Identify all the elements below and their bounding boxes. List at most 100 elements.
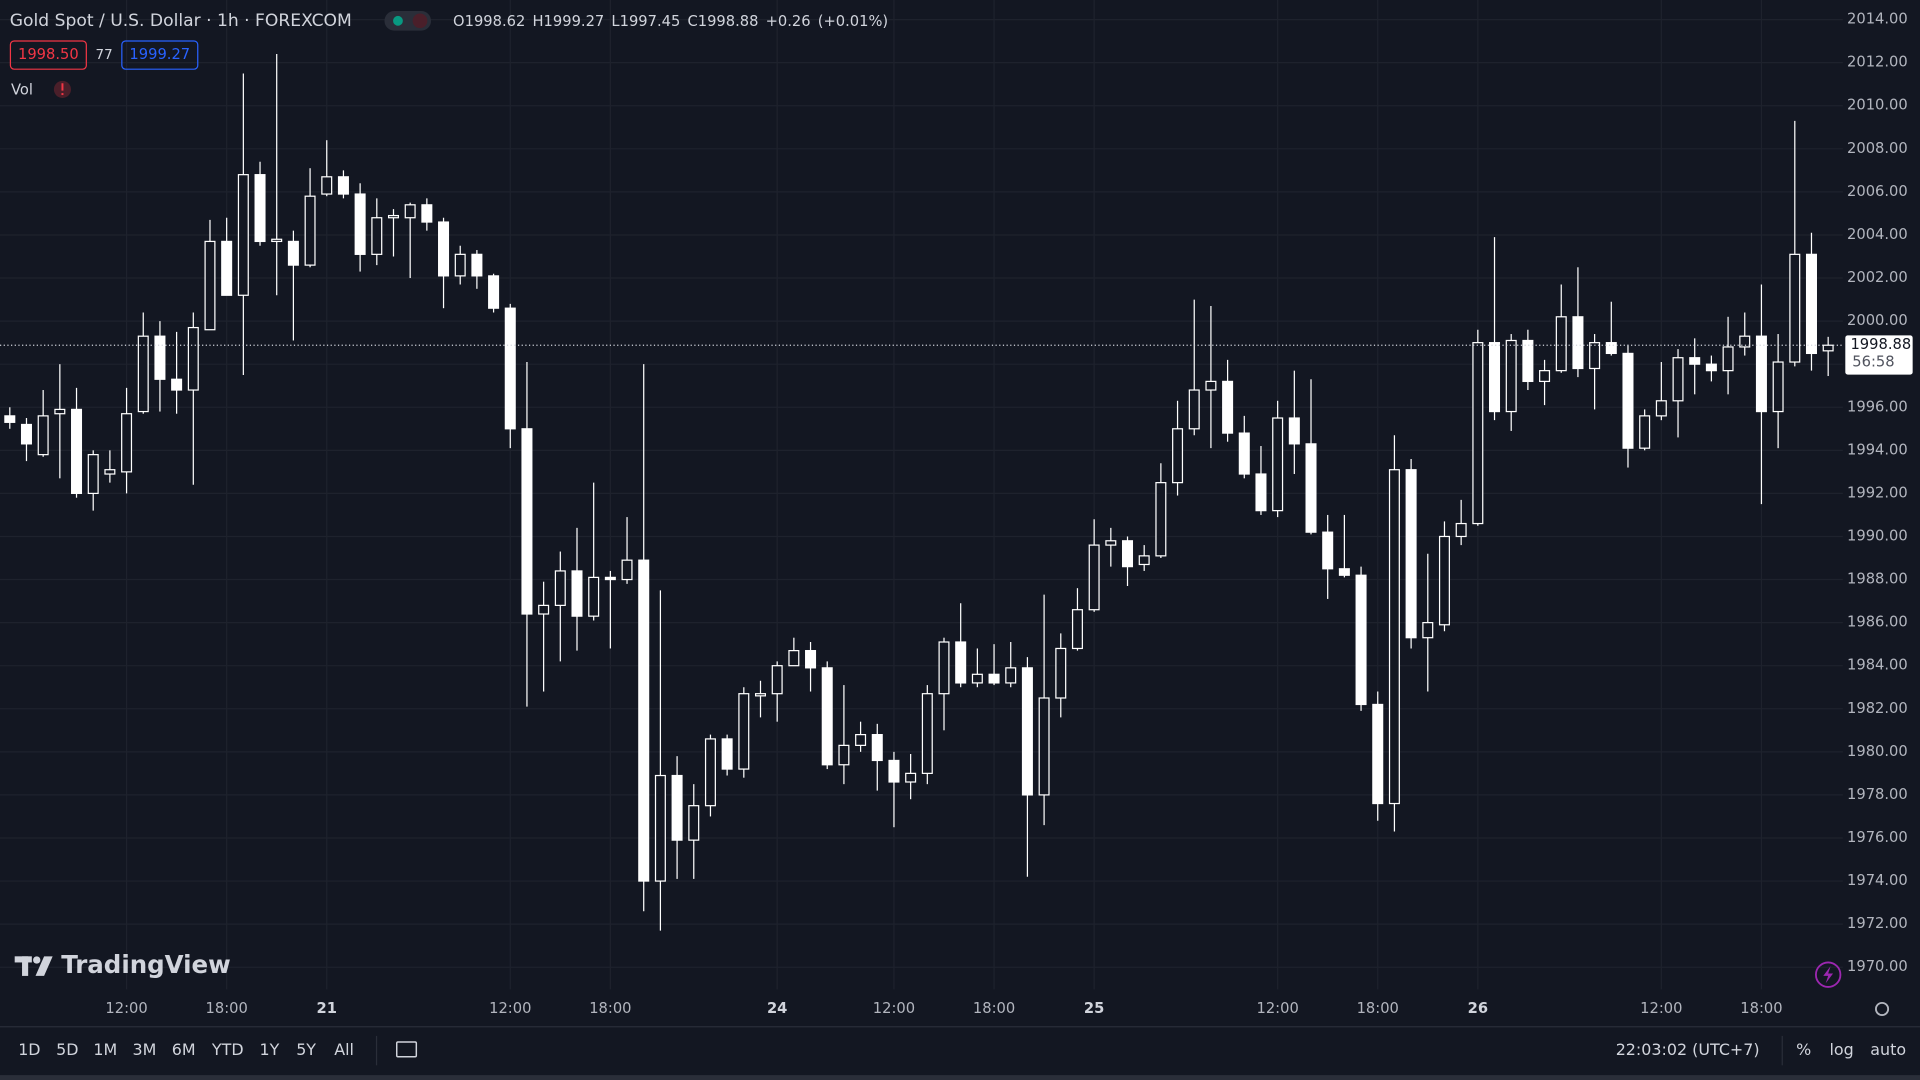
candle-body-down (4, 415, 16, 423)
change-percent: (+0.01%) (818, 13, 888, 30)
candle-body-down (488, 275, 500, 309)
candle-body-down (1605, 342, 1617, 355)
range-button[interactable]: 5Y (296, 1040, 316, 1059)
candle-body-up (938, 641, 950, 695)
x-tick-label: 12:00 (1640, 1000, 1682, 1017)
ask-price[interactable]: 1999.27 (129, 46, 190, 63)
candle-body-up (1789, 253, 1801, 363)
candle-body-up (921, 693, 933, 774)
lightning-button[interactable] (1815, 961, 1842, 988)
candle-body-up (688, 805, 700, 841)
candle-body-up (1722, 346, 1734, 372)
ohlc-label: L (611, 13, 620, 30)
bid-price[interactable]: 1998.50 (18, 46, 79, 63)
y-tick-label: 1990.00 (1847, 527, 1908, 544)
candle-body-up (1038, 697, 1050, 796)
candle-body-down (638, 559, 650, 882)
candle-body-up (1822, 344, 1834, 352)
candle-body-up (1388, 469, 1400, 805)
candle-body-up (738, 693, 750, 770)
data-status-icon (412, 13, 428, 29)
candle-body-down (604, 576, 616, 581)
candle-body-down (1805, 253, 1817, 355)
x-tick-label: 25 (1084, 1000, 1104, 1017)
symbol-title[interactable]: Gold Spot / U.S. Dollar · 1h · FOREXCOM (10, 11, 352, 31)
candle-body-down (1222, 380, 1234, 434)
date-range-button[interactable] (396, 1041, 418, 1058)
overlay: 1970.00 1972.00 1974.00 1976.00 1978.00 1980.… (0, 11, 1913, 1017)
last-price-label: 1998.88 (1850, 336, 1911, 353)
candle-body-up (1172, 428, 1184, 484)
logo-text[interactable]: TradingView (61, 950, 231, 979)
candle-body-down (521, 428, 533, 615)
scale-option[interactable]: % (1796, 1040, 1811, 1059)
candle-body-down (805, 650, 817, 669)
candle-body-down (721, 738, 733, 770)
candle-body-up (654, 774, 666, 882)
x-tick-label: 18:00 (1740, 1000, 1782, 1017)
ohlc-label: C (687, 13, 697, 30)
range-button[interactable]: 1Y (259, 1040, 279, 1059)
candle-body-up (1272, 417, 1284, 512)
candle-body-down (671, 774, 683, 841)
candle-body-down (955, 641, 967, 684)
candle-body-up (1739, 335, 1751, 348)
candle-body-down (988, 673, 1000, 684)
range-button[interactable]: YTD (211, 1040, 244, 1059)
candle-body-up (1655, 400, 1667, 417)
y-tick-label: 1976.00 (1847, 829, 1908, 846)
candle-body-down (438, 221, 450, 277)
candle-body-up (1105, 540, 1117, 546)
y-tick-label: 1974.00 (1847, 872, 1908, 889)
buy-button[interactable] (121, 40, 199, 70)
range-button[interactable]: 6M (172, 1040, 196, 1059)
candle-body-down (1622, 352, 1634, 449)
scale-option[interactable]: log (1830, 1040, 1854, 1059)
candle-body-up (1188, 389, 1200, 430)
range-button[interactable]: 1M (93, 1040, 117, 1059)
candle-body-up (1555, 316, 1567, 372)
candle-body-down (1338, 568, 1350, 576)
range-button[interactable]: 5D (56, 1040, 78, 1059)
candle-body-up (1088, 544, 1100, 611)
candle-body-up (1055, 647, 1067, 699)
x-tick-label: 24 (767, 1000, 787, 1017)
sell-button[interactable] (9, 40, 87, 70)
candle-body-down (471, 253, 483, 277)
range-button[interactable]: 1D (18, 1040, 40, 1059)
y-tick-label: 2012.00 (1847, 54, 1908, 71)
settings-button[interactable] (1875, 1001, 1890, 1017)
volume-label[interactable]: Vol (11, 82, 33, 99)
candle-body-down (154, 335, 166, 380)
candle-body-down (1021, 667, 1033, 796)
candle-body-down (1689, 357, 1701, 365)
candle-body-down (1372, 703, 1384, 805)
ohlc-value: 1997.45 (620, 13, 681, 30)
error-mark (61, 93, 64, 96)
y-tick-label: 2006.00 (1847, 183, 1908, 200)
range-button[interactable]: 3M (133, 1040, 157, 1059)
candle-body-up (387, 214, 399, 219)
scale-option[interactable]: auto (1870, 1040, 1906, 1059)
x-tick-label: 18:00 (589, 1000, 631, 1017)
lightning-icon (1823, 966, 1834, 984)
candle-body-up (1205, 380, 1217, 391)
candle-body-down (1305, 443, 1317, 533)
candle-body-down (254, 174, 266, 243)
clock[interactable]: 22:03:02 (UTC+7) (1616, 1040, 1760, 1059)
candle-body-up (1071, 609, 1083, 650)
candle-body-down (1755, 335, 1767, 413)
scale-options: % log auto (1796, 1040, 1906, 1059)
ohlc-legend: O1998.62 H1999.27 L1997.45 C1998.88 +0.2… (453, 13, 888, 30)
ohlc-value: 1999.27 (544, 13, 605, 30)
logo-mark (22, 956, 29, 976)
x-tick-label: 18:00 (973, 1000, 1015, 1017)
y-tick-label: 2002.00 (1847, 269, 1908, 286)
candle-body-up (771, 665, 783, 695)
range-button[interactable]: All (334, 1040, 354, 1059)
last-price-box (1845, 335, 1913, 375)
range-buttons: 1D 5D 1M 3M 6M YTD 1Y 5Y All (18, 1040, 354, 1059)
